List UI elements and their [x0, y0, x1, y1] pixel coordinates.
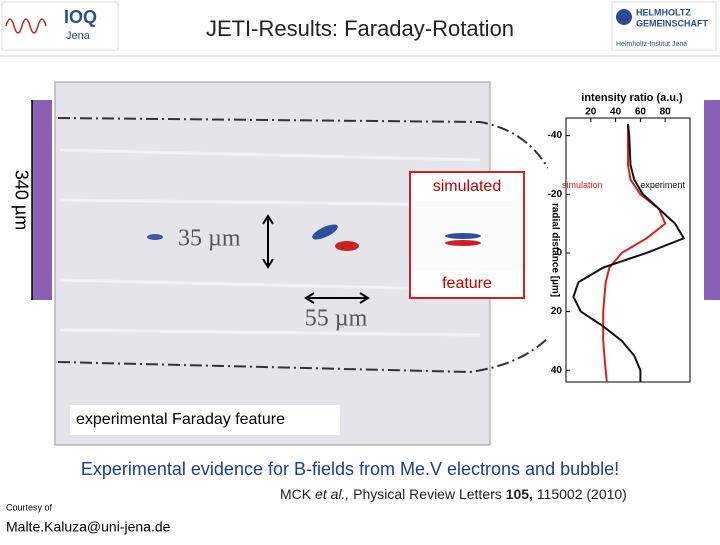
boundary-bottom	[57, 337, 549, 374]
sim-box-label-bg	[411, 270, 523, 297]
logo-line: HELMHOLTZ	[636, 7, 691, 17]
logo-right	[611, 1, 717, 51]
scale-label: 55 µm	[305, 306, 368, 332]
y-tick-label: 40	[551, 365, 563, 376]
blob	[147, 234, 163, 240]
logo-wave	[5, 18, 47, 34]
data-line	[602, 123, 667, 383]
scale-strip	[700, 100, 720, 300]
reference: MCK et al., Physical Review Letters 105,…	[280, 486, 627, 502]
blob	[445, 240, 481, 246]
boundary-top	[57, 117, 549, 169]
slide-title: JETI-Results: Faraday-Rotation	[206, 16, 514, 41]
image-caption: experimental Faraday feature	[76, 411, 285, 428]
logo-mark	[616, 9, 632, 25]
logo-line: GEMEINSCHAFT	[636, 18, 709, 28]
scale-label: 340 µm	[11, 170, 31, 230]
x-tick-label: 20	[585, 107, 597, 118]
y-tick-label: -40	[548, 130, 563, 141]
arrow-head	[304, 292, 370, 304]
logo-line: Helmholtz-Institut Jena	[616, 41, 687, 48]
y-tick-label: -20	[548, 189, 563, 200]
x-axis-title: intensity ratio (a.u.)	[581, 92, 683, 104]
blob	[335, 241, 359, 251]
inset-chart: 20 40 60 80 -40 -20 0 20 40 simulation experiment	[548, 107, 691, 383]
ref-volume: 105,	[505, 486, 533, 502]
scale-label: 35 µm	[178, 226, 241, 252]
logo-sub: Jena	[66, 30, 91, 42]
legend-label: experiment	[640, 180, 685, 190]
email: Malte.Kaluza@uni-jena.de	[6, 519, 171, 535]
arrow-head	[262, 214, 274, 269]
ref-etal: et al.,	[315, 486, 350, 502]
logo-left	[1, 1, 119, 51]
box-label: feature	[442, 275, 492, 292]
caption-bg	[70, 405, 340, 435]
x-tick-label: 60	[635, 107, 647, 118]
y-axis-title: radial distance [µm]	[549, 203, 560, 297]
inset-bg	[548, 86, 704, 392]
logo-name: IOQ	[64, 7, 97, 27]
courtesy: Courtesy of	[6, 502, 53, 512]
ref-rest: 115002 (2010)	[536, 486, 627, 502]
plot-frame	[565, 117, 691, 383]
y-tick-label: 20	[551, 306, 563, 317]
blob	[312, 224, 338, 240]
legend-label: simulation	[562, 180, 603, 190]
x-tick-label: 40	[610, 107, 622, 118]
scale-strip	[32, 100, 52, 300]
ref-journal: Physical Review Letters	[353, 486, 502, 502]
blob	[445, 233, 481, 239]
headline: Experimental evidence for B-fields from …	[81, 459, 619, 479]
x-tick-label: 80	[660, 107, 672, 118]
box-label: simulated	[433, 178, 501, 195]
y-tick-label: 0	[556, 248, 562, 259]
sim-box-label-bg	[411, 173, 523, 201]
data-line	[572, 123, 686, 382]
ref-authors: MCK	[280, 486, 312, 502]
